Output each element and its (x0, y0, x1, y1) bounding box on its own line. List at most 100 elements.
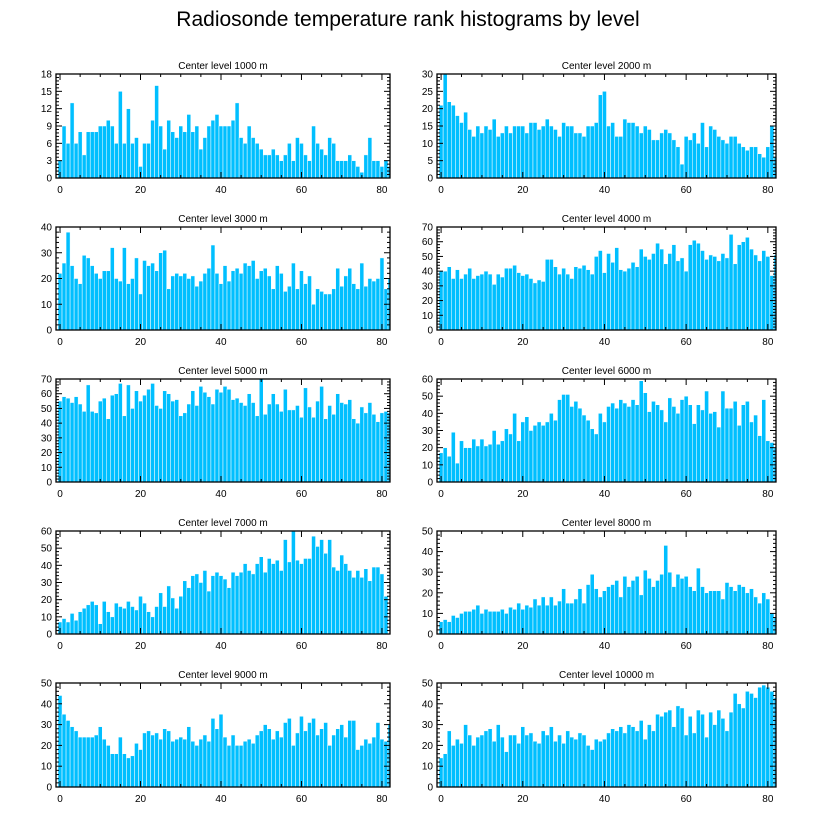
histogram-bar (250, 137, 256, 179)
x-tick-label: 60 (681, 794, 693, 805)
histogram-bar (741, 241, 746, 331)
histogram-bar (226, 389, 232, 483)
histogram-bar (85, 604, 91, 635)
histogram-bar (557, 273, 562, 331)
histogram-bar (626, 267, 632, 331)
histogram-bar (553, 419, 558, 483)
histogram-bar (85, 131, 91, 179)
histogram-bar (170, 275, 175, 331)
histogram-bar (512, 413, 517, 483)
y-tick-label: 0 (427, 174, 433, 185)
histogram-bar (311, 718, 316, 788)
histogram-bar (351, 160, 357, 179)
histogram-bar (475, 736, 481, 788)
histogram-bar (475, 125, 481, 179)
histogram-bar (736, 143, 742, 179)
histogram-bar (610, 122, 615, 179)
y-tick-label: 60 (41, 389, 53, 400)
histogram-bar (85, 736, 91, 788)
histogram-bar (102, 601, 107, 635)
histogram-bar (230, 734, 236, 788)
y-tick-label: 15 (422, 122, 434, 133)
y-tick-label: 10 (41, 463, 53, 474)
panel-title: Center level 3000 m (178, 214, 268, 225)
y-tick-label: 0 (46, 326, 52, 337)
histogram-bar (643, 125, 648, 179)
histogram-bar (643, 392, 648, 483)
histogram-bar (651, 253, 656, 331)
histogram-bar (315, 546, 320, 635)
y-tick-label: 25 (422, 87, 434, 98)
histogram-bar (634, 266, 640, 331)
histogram-bar (643, 738, 648, 788)
histogram-bar (73, 396, 79, 483)
histogram-bar (663, 545, 669, 635)
panel-title: Center level 1000 m (178, 61, 268, 72)
histogram-bar (692, 732, 697, 788)
histogram-bar (536, 279, 542, 331)
histogram-bar (254, 563, 260, 635)
y-tick-label: 20 (422, 104, 434, 115)
histogram-bar (295, 732, 300, 788)
histogram-bar (753, 697, 758, 788)
histogram-bar (279, 570, 284, 635)
histogram-bar (226, 745, 232, 788)
histogram-bar (553, 604, 558, 635)
histogram-bar (367, 137, 373, 179)
histogram-bar (214, 273, 220, 331)
histogram-bar (671, 406, 677, 483)
histogram-bar (102, 397, 107, 483)
histogram-bar (347, 399, 353, 483)
histogram-bar (626, 586, 632, 635)
histogram-bar (319, 539, 324, 635)
histogram-bar (202, 273, 208, 331)
y-tick-label: 70 (422, 223, 434, 234)
x-tick-label: 60 (296, 489, 308, 500)
histogram-bar (561, 394, 566, 483)
histogram-bar (687, 139, 693, 179)
x-tick-label: 80 (376, 185, 388, 196)
histogram-bar (536, 743, 542, 788)
histogram-bar (335, 267, 340, 331)
histogram-bar (150, 616, 155, 635)
histogram-bar (745, 592, 750, 635)
histogram-bar (218, 283, 224, 331)
histogram-bar (606, 732, 611, 788)
x-tick-label: 0 (57, 641, 63, 652)
histogram-bar (708, 711, 713, 788)
histogram-bar (463, 447, 468, 483)
histogram-bar (753, 596, 758, 635)
histogram-bar (463, 273, 468, 331)
y-tick-label: 3 (46, 156, 52, 167)
histogram-bar (178, 415, 184, 483)
histogram-bar (126, 108, 131, 179)
histogram-bar (315, 734, 320, 788)
histogram-bar (154, 732, 159, 788)
panel-title: Center level 7000 m (178, 518, 268, 529)
histogram-bar (593, 588, 599, 635)
x-tick-label: 60 (681, 641, 693, 652)
histogram-bar (267, 728, 272, 788)
histogram-bar (327, 137, 332, 179)
x-tick-label: 20 (517, 185, 529, 196)
histogram-bar (593, 256, 599, 331)
histogram-bar (487, 728, 493, 788)
histogram-bar (134, 609, 139, 635)
histogram-bar (602, 738, 607, 788)
histogram-bar (712, 590, 718, 635)
histogram-bar (671, 139, 677, 179)
histogram-bar (73, 620, 79, 635)
panel-10: Center level 10000 m 0 20 40 60 80 0 10 20 30 40 50 (422, 670, 777, 805)
histogram-bar (367, 743, 373, 788)
histogram-bar (61, 713, 67, 788)
y-tick-label: 10 (422, 311, 434, 322)
histogram-bar (728, 234, 734, 331)
y-tick-label: 0 (46, 783, 52, 794)
histogram-bar (214, 114, 220, 179)
histogram-bar (696, 709, 701, 788)
histogram-bar (339, 724, 344, 788)
histogram-bar (634, 125, 640, 179)
histogram-bar (142, 394, 147, 483)
histogram-bar (250, 573, 256, 635)
